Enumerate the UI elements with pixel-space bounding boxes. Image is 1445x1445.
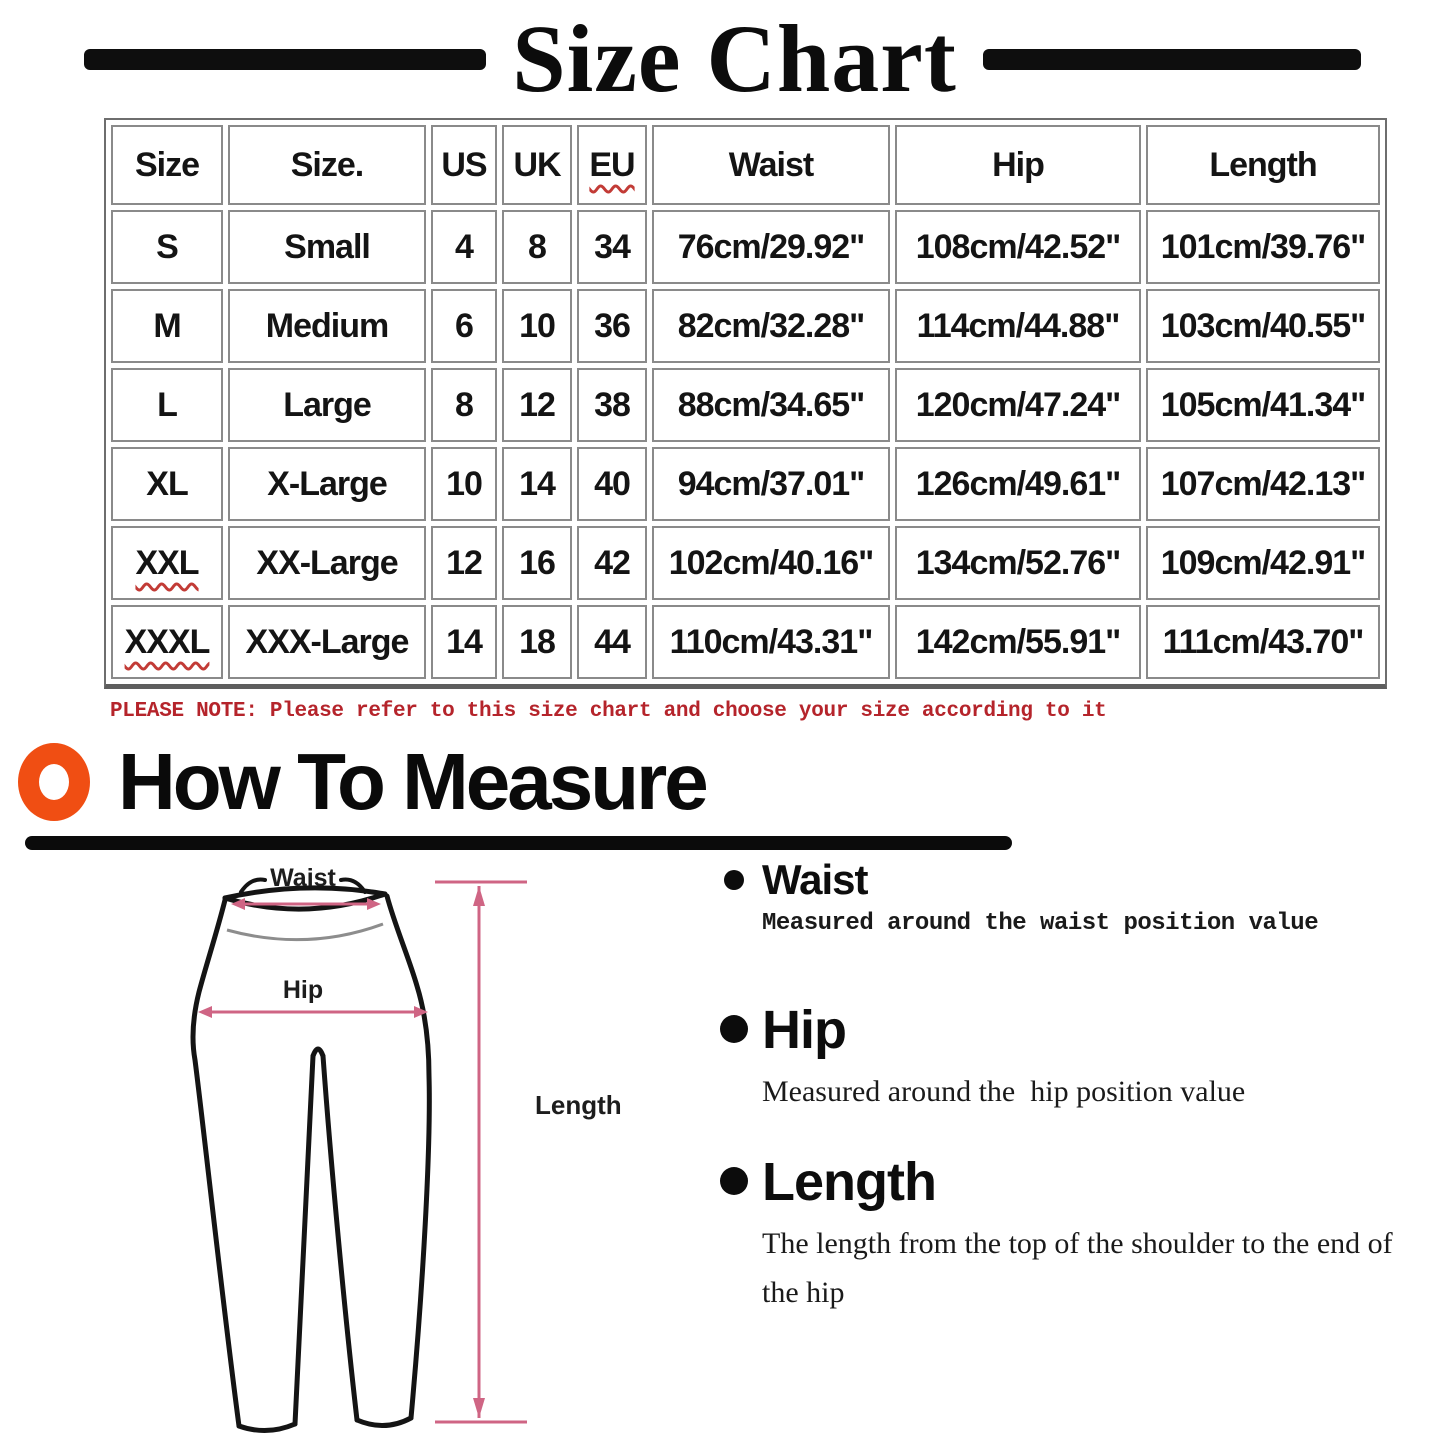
page-title: Size Chart <box>512 5 957 112</box>
size-table-header-cell: Length <box>1146 125 1380 205</box>
size-table-header-cell: Hip <box>895 125 1141 205</box>
size-table-cell: 42 <box>577 526 647 600</box>
size-table-cell: 114cm/44.88" <box>895 289 1141 363</box>
size-table-cell: 10 <box>431 447 497 521</box>
table-row: L Large 8 12 38 88cm/34.65" 120cm/47.24" 105cm/… <box>111 368 1380 442</box>
size-table-cell: 109cm/42.91" <box>1146 526 1380 600</box>
how-to-measure-header: How To Measure <box>18 737 709 826</box>
size-table-cell: XL <box>111 447 223 521</box>
size-table-cell: 44 <box>577 605 647 679</box>
size-table-cell: XXL <box>111 526 223 600</box>
measure-item-desc: The length from the top of the shoulder … <box>762 1226 1401 1310</box>
size-table-cell: 34 <box>577 210 647 284</box>
size-table-cell: 110cm/43.31" <box>652 605 890 679</box>
measure-item-title: Waist <box>762 856 868 903</box>
size-table-cell: XX-Large <box>228 526 426 600</box>
hip-label: Hip <box>283 976 323 1004</box>
size-table-cell: 12 <box>502 368 572 442</box>
measure-item-length: Length The length from the top of the sh… <box>712 1151 1412 1318</box>
size-table-cell: 102cm/40.16" <box>652 526 890 600</box>
length-label: Length <box>535 1090 622 1120</box>
size-table-cell: XXX-Large <box>228 605 426 679</box>
size-table-cell: 6 <box>431 289 497 363</box>
size-table-cell: 108cm/42.52" <box>895 210 1141 284</box>
size-table-cell: 105cm/41.34" <box>1146 368 1380 442</box>
table-row: Size Size. US UK EU Waist Hip Length <box>111 125 1380 205</box>
size-table-cell: 82cm/32.28" <box>652 289 890 363</box>
pants-outline <box>190 877 432 1433</box>
size-table-header-cell: Size <box>111 125 223 205</box>
size-table-cell: Large <box>228 368 426 442</box>
size-table-header-cell: Waist <box>652 125 890 205</box>
measure-item-title: Length <box>762 1151 937 1212</box>
size-table-header-cell: US <box>431 125 497 205</box>
measure-item-hip: Hip Measured around the hip position val… <box>712 999 1412 1117</box>
size-table-cell: 126cm/49.61" <box>895 447 1141 521</box>
size-table-cell: Medium <box>228 289 426 363</box>
length-line <box>435 880 527 1424</box>
size-table-cell: 18 <box>502 605 572 679</box>
title-divider-left <box>84 48 487 70</box>
measure-item-desc: Measured around the hip position value <box>762 1075 1246 1109</box>
title-header: Size Chart <box>0 0 1445 118</box>
measure-item-desc: Measured around the waist position value <box>762 910 1319 938</box>
size-table-cell: 88cm/34.65" <box>652 368 890 442</box>
size-table-cell: 94cm/37.01" <box>652 447 890 521</box>
size-table-cell: Small <box>228 210 426 284</box>
size-table-cell: 16 <box>502 526 572 600</box>
size-table-cell: 14 <box>502 447 572 521</box>
size-table-cell: 120cm/47.24" <box>895 368 1141 442</box>
size-table-cell: 103cm/40.55" <box>1146 289 1380 363</box>
size-table-cell: 8 <box>431 368 497 442</box>
waist-label: Waist <box>270 864 336 892</box>
size-table-head: Size Size. US UK EU Waist Hip Length <box>111 125 1380 205</box>
size-table-header-cell: UK <box>502 125 572 205</box>
size-table-body: S Small 4 8 34 76cm/29.92" 108cm/42.52" 101cm/3… <box>111 210 1380 679</box>
size-table-header-cell: EU <box>577 125 647 205</box>
size-table-cell: L <box>111 368 223 442</box>
size-table-cell: 107cm/42.13" <box>1146 447 1380 521</box>
size-table-cell: 4 <box>431 210 497 284</box>
size-table-cell: 12 <box>431 526 497 600</box>
title-divider-right <box>982 48 1361 70</box>
size-table: Size Size. US UK EU Waist Hip Length S Small 4 8 34… <box>104 118 1387 689</box>
table-row: M Medium 6 10 36 82cm/32.28" 114cm/44.88" 103cm… <box>111 289 1380 363</box>
size-table-cell: 142cm/55.91" <box>895 605 1141 679</box>
measure-item-title: Hip <box>762 1000 847 1061</box>
size-table-cell: 36 <box>577 289 647 363</box>
size-table-cell: XXXL <box>111 605 223 679</box>
size-table-cell: X-Large <box>228 447 426 521</box>
size-table-cell: 76cm/29.92" <box>652 210 890 284</box>
size-table-cell: 8 <box>502 210 572 284</box>
measure-list: Waist Measured around the waist position… <box>712 856 1412 1318</box>
size-table-cell: 111cm/43.70" <box>1146 605 1380 679</box>
size-table-cell: 14 <box>431 605 497 679</box>
size-table-cell: 40 <box>577 447 647 521</box>
waist-arrow <box>231 898 381 910</box>
pants-measurement-diagram: Waist Hip Length <box>190 864 622 1433</box>
how-to-measure-heading: How To Measure <box>118 737 709 826</box>
bullet-icon <box>724 870 744 890</box>
bullet-icon <box>720 1166 748 1195</box>
target-ring-icon <box>18 743 90 821</box>
size-table-cell: 10 <box>502 289 572 363</box>
bullet-icon <box>720 1015 748 1044</box>
size-table-cell: 134cm/52.76" <box>895 526 1141 600</box>
hip-arrow <box>198 1006 428 1018</box>
size-table-cell: 38 <box>577 368 647 442</box>
heading-underline <box>25 836 1012 850</box>
table-row: XXXL XXX-Large 14 18 44 110cm/43.31" 142cm/55.… <box>111 605 1380 679</box>
table-row: XXL XX-Large 12 16 42 102cm/40.16" 134cm/52.76… <box>111 526 1380 600</box>
size-note: PLEASE NOTE: Please refer to this size c… <box>110 700 1107 723</box>
size-table-cell: M <box>111 289 223 363</box>
size-table-cell: 101cm/39.76" <box>1146 210 1380 284</box>
size-table-header-cell: Size. <box>228 125 426 205</box>
table-row: S Small 4 8 34 76cm/29.92" 108cm/42.52" 101cm/3… <box>111 210 1380 284</box>
measure-item-waist: Waist Measured around the waist position… <box>712 856 1412 937</box>
size-table-cell: S <box>111 210 223 284</box>
table-row: XL X-Large 10 14 40 94cm/37.01" 126cm/49.61" 10… <box>111 447 1380 521</box>
